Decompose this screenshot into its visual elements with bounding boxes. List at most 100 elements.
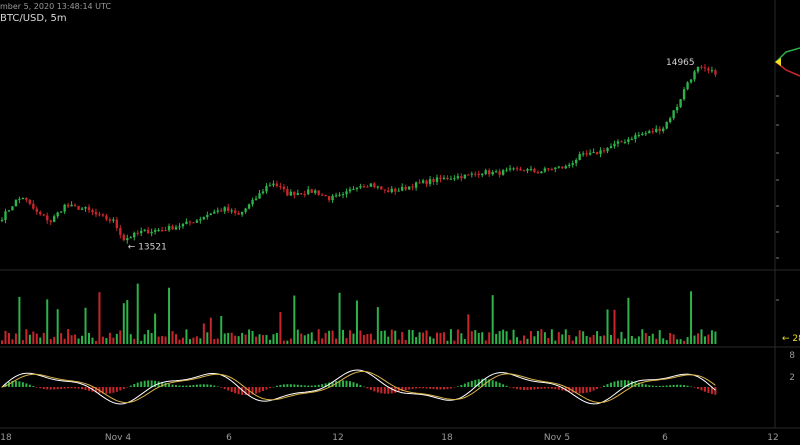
candle-body [710,70,714,72]
macd-hist-bar [70,387,73,389]
volume-bar [18,296,21,344]
candle-body [508,168,512,170]
macd-hist-bar [188,385,191,387]
right-price-axis[interactable] [775,47,800,301]
candle-body [658,128,661,132]
volume-bar [42,332,45,344]
macd-hist-bar [67,387,70,389]
volume-bar [571,340,574,344]
candle-body [327,196,331,201]
volume-bar [77,338,80,344]
candle-body [501,170,505,175]
macd-hist-bar [679,384,682,387]
volume-bar [523,335,525,344]
candle-body [481,173,484,176]
volume-bar [676,339,679,344]
candle-body [714,70,717,75]
macd-hist-bar [286,384,289,387]
volume-bar [529,330,532,344]
macd-hist-bar [81,387,84,390]
candle-body [268,185,272,187]
volume-bar [303,335,306,344]
volume-bar [477,332,480,344]
macd-hist-bar [568,387,571,393]
volume-bar [589,337,592,344]
macd-hist-bar [28,384,31,387]
macd-hist-bar [474,379,477,387]
volume-bar [161,336,164,344]
macd-hist-bar [56,387,59,390]
volume-bar [585,335,588,344]
candle-body [686,82,689,90]
volume-bar [324,332,327,344]
volume-bar [188,339,191,344]
macd-hist-bar [630,380,633,387]
macd-hist-bar [529,387,532,390]
candle-body [352,188,355,190]
price-low-label: ← 13521 [128,242,167,252]
macd-hist-bar [665,385,668,387]
volume-bar [630,335,633,344]
volume-bar [91,337,94,344]
candle-body [195,220,199,223]
volume-bar [136,283,139,344]
macd-hist-bar [429,387,432,389]
price-high-label: 14965 [666,58,695,68]
candle-body [202,217,206,220]
volume-bar [74,334,77,344]
candle-body [46,215,49,221]
macd-hist-bar [77,387,80,389]
volume-bar [282,340,285,344]
macd-hist-bar [404,387,407,391]
macd-hist-bar [380,387,383,394]
candle-body [682,89,686,100]
volume-bar [112,337,115,344]
candle-body [668,118,672,122]
candle-body [94,212,98,215]
volume-bar [623,338,626,344]
candle-body [620,141,623,143]
macd-hist-bar [477,379,480,387]
macd-hist-bar [289,384,292,387]
macd-hist-bar [199,384,202,387]
volume-bar [143,334,146,344]
candle-body [77,205,80,210]
candle-body [380,186,383,190]
macd-hist-bar [495,381,498,387]
macd-hist-bar [342,380,345,387]
macd-hist-bar [345,380,348,387]
candle-body [397,190,400,192]
macd-hist-bar [161,382,164,387]
macd-hist-bar [373,387,376,392]
macd-hist-bar [39,387,42,389]
volume-bar [67,329,70,344]
candle-body [164,229,167,231]
macd-hist-bar [230,387,233,392]
candle-body [540,171,543,174]
candle-body [543,168,547,172]
volume-last-value: ← 28.2 [782,334,800,344]
candle-body [411,186,414,188]
macd-hist-bar [275,385,278,387]
candle-body [484,170,487,174]
candle-body [630,139,634,141]
macd-hist-bar [533,387,536,390]
candle-body [213,211,216,214]
candle-body [140,230,143,234]
candle-body [258,193,261,199]
volume-bar [456,329,459,344]
candle-body [11,206,14,211]
volume-bar [227,332,230,344]
volume-bar [362,334,365,344]
candle-body [53,216,56,222]
candle-body [209,213,212,215]
volume-bar [119,330,122,344]
volume-bar [376,307,379,344]
candle-body [220,210,223,212]
candle-body [66,204,70,207]
candle-body [401,186,404,191]
macd-hist-bar [415,387,418,389]
candle-body [453,178,456,180]
candle-body [199,219,202,221]
